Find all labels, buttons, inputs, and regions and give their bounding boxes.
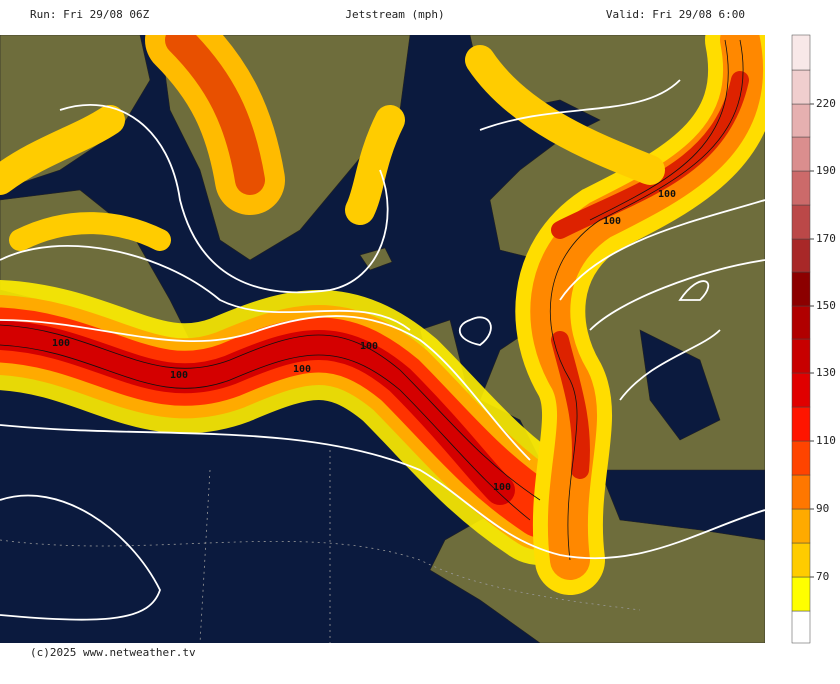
valid-label: Valid: Fri 29/08 6:00 (606, 8, 745, 21)
contour-label: 100 (293, 364, 311, 375)
colorbar-label: 170 (816, 232, 836, 245)
colorbar-label: 70 (816, 570, 829, 583)
map: 100 100 100 100 100 100 100 (0, 35, 765, 643)
footer: (c)2025 www.netweather.tv (30, 646, 196, 659)
colorbar-label: 110 (816, 434, 836, 447)
contour-label: 100 (170, 370, 188, 381)
contour-label: 100 (360, 341, 378, 352)
contour-label: 100 (52, 338, 70, 349)
contour-label: 100 (603, 216, 621, 227)
colorbar-label: 90 (816, 502, 829, 515)
colorbar-label: 220 (816, 97, 836, 110)
colorbar (791, 34, 811, 644)
colorbar-label: 150 (816, 299, 836, 312)
colorbar-ticks: 70 90 110 130 150 170 190 220 (810, 97, 836, 583)
colorbar-label: 190 (816, 164, 836, 177)
run-label: Run: Fri 29/08 06Z (30, 8, 150, 21)
chart-title: Jetstream (mph) (345, 8, 444, 21)
contour-label: 100 (493, 482, 511, 493)
colorbar-label: 130 (816, 366, 836, 379)
contour-label: 100 (658, 189, 676, 200)
